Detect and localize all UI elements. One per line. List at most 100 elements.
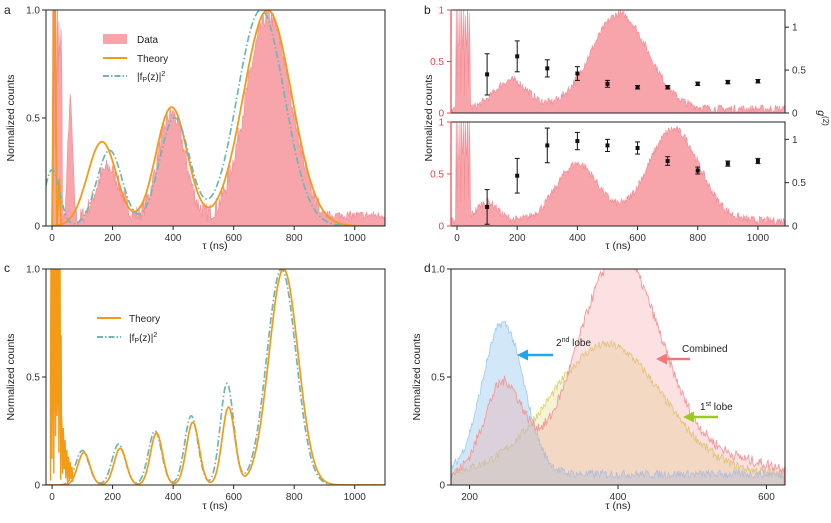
panel-c-legend: Theory |fP(z)|2 — [97, 314, 160, 345]
x-tick-label: 1000 — [344, 492, 367, 503]
g2-point — [485, 204, 490, 209]
g2-point — [605, 81, 610, 86]
y-tick-label: 0 — [34, 481, 40, 492]
y-tick-label: 0 — [438, 109, 444, 120]
x-tick-label: 800 — [286, 492, 303, 503]
x-tick-label: 600 — [225, 492, 242, 503]
panel-c-ticks: 0 200 400 600 800 1000 0 0.5 1.0 — [26, 265, 366, 504]
legend-c-label-theory: Theory — [129, 314, 160, 325]
panel-d-ticks: 200 400 600 0 0.5 1.0 — [431, 265, 775, 504]
panel-a: 0 200 400 600 800 1000 0 0.5 1.0 τ (ns) Normaliz… — [5, 6, 386, 252]
panel-c: 0 200 400 600 800 1000 0 0.5 1.0 τ (ns) Normaliz… — [5, 265, 386, 512]
annotation-combined-label: Combined — [682, 344, 728, 355]
x-tick-label: 200 — [461, 492, 478, 503]
g2-point — [605, 143, 610, 148]
y-tick-label: 0 — [438, 222, 444, 233]
g2-point — [515, 54, 520, 59]
y2-tick-label: 1 — [792, 135, 798, 146]
y2-tick-label: 0 — [792, 109, 798, 120]
x-tick-label: 1000 — [344, 233, 367, 244]
legend-label-theory: Theory — [137, 54, 168, 65]
g2-point — [635, 85, 640, 90]
y-tick-label: 0.5 — [26, 373, 40, 384]
series-theory-line — [46, 269, 385, 485]
x-tick-label: 600 — [225, 233, 242, 244]
g2-point — [575, 71, 580, 76]
panel-c-plot-area — [46, 269, 385, 485]
x-tick-label: 0 — [49, 233, 55, 244]
series-theory-spike — [51, 10, 63, 226]
panel-a-plot-area — [46, 10, 385, 226]
x-tick-label: 400 — [165, 233, 182, 244]
g2-point — [575, 139, 580, 144]
panel-d-plot-area — [451, 269, 785, 485]
g2-point — [695, 168, 700, 173]
g2-point — [485, 72, 490, 77]
x-tick-label: 400 — [610, 492, 627, 503]
series-counts-top — [451, 10, 785, 113]
series-combined — [451, 269, 785, 485]
y2-tick-label: 0.5 — [792, 66, 806, 77]
panel-d: 200 400 600 0 0.5 1.0 τ (ns) Normalized count… — [411, 265, 786, 512]
series-fp-line — [46, 269, 385, 485]
y-tick-label: 0.5 — [430, 57, 444, 68]
g2-point — [665, 159, 670, 163]
x-tick-label: 800 — [286, 233, 303, 244]
y-tick-label: 1 — [438, 6, 444, 17]
g2-point — [545, 143, 550, 148]
g2-point — [725, 161, 730, 166]
g2-point — [545, 66, 550, 71]
panel-c-xlabel: τ (ns) — [202, 500, 227, 512]
panel-c-frame — [45, 268, 386, 486]
legend-c-label-fp: |fP(z)|2 — [129, 332, 157, 345]
panel-b-bottom-plot-area — [451, 122, 785, 226]
series-theory-line — [51, 10, 385, 226]
x-tick-label: 800 — [689, 233, 706, 244]
x-tick-label: 0 — [49, 492, 55, 503]
x-tick-label: 200 — [509, 233, 526, 244]
arrow-2nd-lobe-head-icon — [517, 349, 528, 361]
annotation-1st-lobe: 1st lobe — [683, 401, 733, 423]
series-counts-bottom — [451, 122, 785, 226]
panel-a-label: a — [4, 3, 11, 17]
x-tick-label: 400 — [569, 233, 586, 244]
annotation-combined: Combined — [656, 344, 728, 365]
y-tick-label: 0.5 — [26, 114, 40, 125]
y-tick-label: 0 — [34, 222, 40, 233]
y2-tick-label: 1 — [792, 23, 798, 34]
x-tick-label: 0 — [454, 233, 460, 244]
annotation-2nd-lobe: 2nd lobe — [517, 337, 591, 361]
panel-c-ylabel: Normalized counts — [5, 334, 17, 421]
g2-point — [755, 79, 760, 84]
y2-tick-label: 0 — [792, 222, 798, 233]
x-tick-label: 1000 — [747, 233, 770, 244]
x-tick-label: 200 — [104, 492, 121, 503]
series-2nd-lobe — [451, 321, 785, 485]
panel-d-label: d — [424, 261, 431, 275]
panel-a-ticks: 0 200 400 600 800 1000 0 0.5 1.0 — [26, 6, 366, 245]
y-tick-label: 1 — [438, 118, 444, 129]
y-tick-label: 0 — [439, 481, 445, 492]
g2-point — [695, 81, 700, 86]
panel-b-label: b — [424, 3, 431, 17]
panel-c-label: c — [4, 261, 10, 275]
series-1st-lobe — [451, 339, 785, 485]
legend-swatch-data — [103, 34, 127, 44]
annotation-1st-lobe-label: 1st lobe — [700, 401, 733, 413]
x-tick-label: 600 — [758, 492, 775, 503]
x-tick-label: 200 — [104, 233, 121, 244]
panel-b-top-plot-area — [451, 10, 785, 113]
annotation-2nd-lobe-label: 2nd lobe — [556, 337, 591, 349]
series-theory-oscillation — [49, 269, 74, 485]
panel-a-ylabel: Normalized counts — [5, 75, 17, 162]
legend-label-data: Data — [137, 35, 159, 46]
panel-b-xlabel: τ (ns) — [605, 240, 630, 252]
panel-b-y2label: g(2) — [815, 110, 830, 126]
y-tick-label: 1.0 — [26, 265, 40, 276]
panel-d-ylabel: Normalized counts — [411, 334, 423, 421]
panel-a-xlabel: τ (ns) — [202, 240, 227, 252]
g2-point — [515, 173, 520, 178]
g2-point — [725, 80, 730, 85]
